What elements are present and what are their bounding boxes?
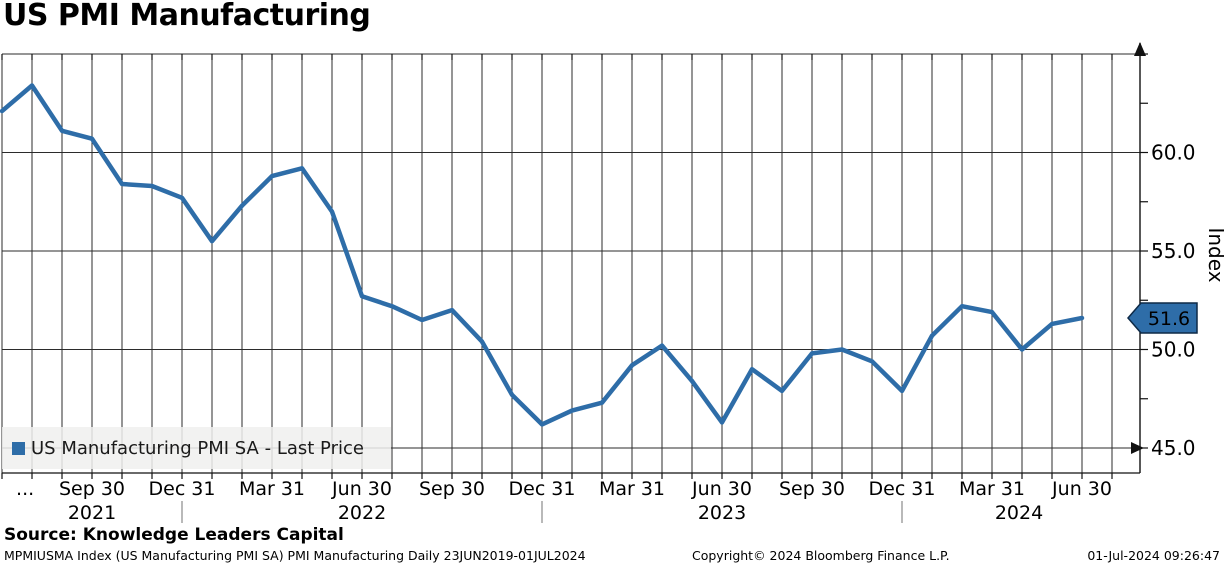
year-label: 2023 xyxy=(698,502,746,524)
year-label: 2021 xyxy=(68,502,116,524)
y-tick-label: 45.0 xyxy=(1151,436,1196,460)
y-axis-title: Index xyxy=(1204,227,1224,282)
source-credit: Source: Knowledge Leaders Capital xyxy=(4,525,344,545)
pmi-line-series xyxy=(0,83,1085,427)
x-tick-label: Sep 30 xyxy=(419,478,485,500)
legend-series-label: US Manufacturing PMI SA - Last Price xyxy=(31,437,364,459)
x-tick-label: Dec 31 xyxy=(149,478,216,500)
x-tick-label: Mar 31 xyxy=(599,478,665,500)
year-label: 2024 xyxy=(995,502,1043,524)
year-label: 2022 xyxy=(338,502,386,524)
x-axis-arrow-right-icon xyxy=(1131,442,1144,454)
x-tick-label: Jun 30 xyxy=(331,478,392,500)
legend-marker-square-icon xyxy=(12,441,25,455)
page-title: US PMI Manufacturing xyxy=(3,0,371,33)
ticker-meta-line: MPMIUSMA Index (US Manufacturing PMI SA)… xyxy=(4,548,586,563)
x-tick-label: Dec 31 xyxy=(869,478,936,500)
last-price-badge xyxy=(1127,302,1198,334)
print-timestamp: 01-Jul-2024 09:26:47 xyxy=(1087,548,1220,563)
x-tick-label: Dec 31 xyxy=(509,478,576,500)
x-tick-label: Sep 30 xyxy=(59,478,125,500)
legend: US Manufacturing PMI SA - Last Price xyxy=(2,427,391,469)
x-tick-label: Jun 30 xyxy=(691,478,752,500)
x-tick-label: Sep 30 xyxy=(779,478,845,500)
y-tick-label: 50.0 xyxy=(1151,338,1196,362)
x-tick-label: ... xyxy=(16,478,34,500)
y-tick-label: 60.0 xyxy=(1151,141,1196,165)
x-tick-label: Mar 31 xyxy=(239,478,305,500)
y-tick-label: 55.0 xyxy=(1151,239,1196,263)
y-axis-arrow-up-icon xyxy=(1134,42,1146,56)
x-tick-label: Mar 31 xyxy=(959,478,1025,500)
copyright-notice: Copyright© 2024 Bloomberg Finance L.P. xyxy=(692,548,950,563)
last-price-badge-label: 51.6 xyxy=(1148,308,1190,330)
x-tick-label: Jun 30 xyxy=(1051,478,1112,500)
